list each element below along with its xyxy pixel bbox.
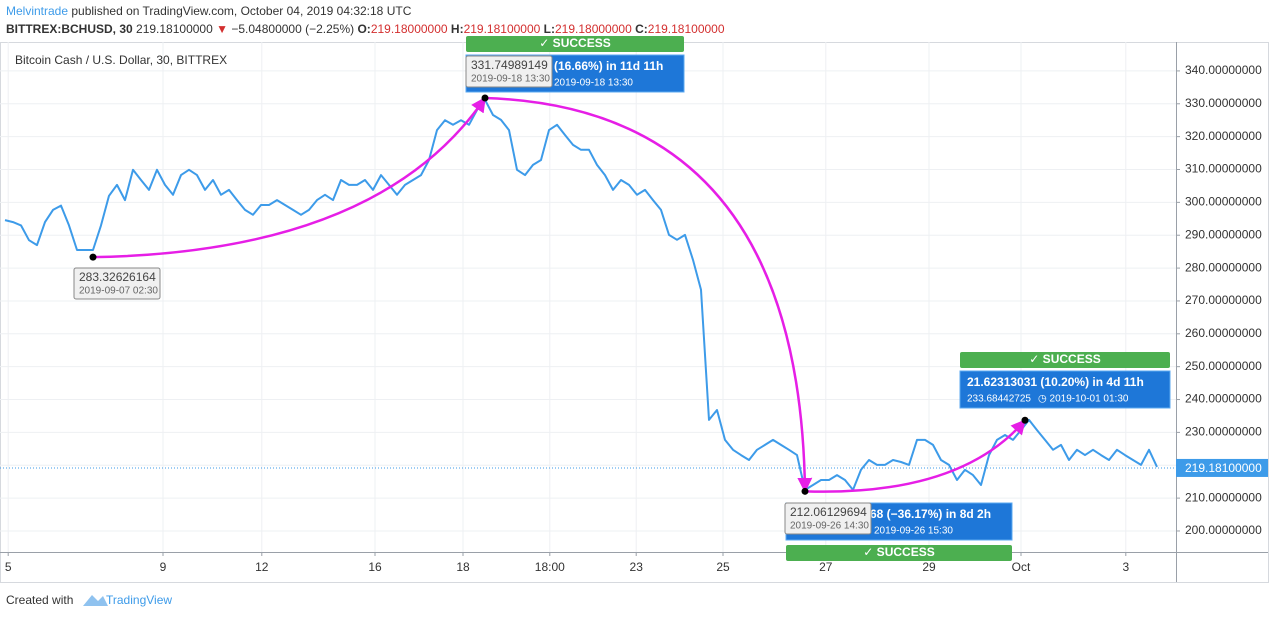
- y-tick-label: 240.00000000: [1185, 392, 1262, 406]
- grid: 200.00000000210.00000000220.00000000230.…: [0, 42, 1262, 574]
- h-label: H:: [451, 22, 464, 36]
- result-line2: ◷ 2019-10-01 01:30: [1038, 394, 1129, 405]
- h: 219.18100000: [464, 22, 541, 36]
- x-tick-label: 18: [456, 560, 470, 574]
- success-box: [960, 352, 1170, 368]
- result-line2: 2019-09-18 13:30: [554, 78, 633, 89]
- price-line: [4, 98, 1158, 491]
- result-line1: 68 (−36.17%) in 8d 2h: [870, 507, 991, 521]
- point-time: 2019-09-07 02:30: [79, 286, 158, 297]
- price: 219.18100000: [136, 22, 213, 36]
- point-tooltip: [465, 55, 553, 88]
- point-price: 212.06129694: [790, 505, 867, 519]
- success-label: ✓ SUCCESS: [863, 545, 934, 559]
- x-tick-label: 3: [1122, 560, 1129, 574]
- anchor-point: [89, 253, 97, 261]
- plot: [0, 98, 1176, 491]
- y-tick-label: 320.00000000: [1185, 129, 1262, 143]
- last-price-box: [1176, 458, 1268, 477]
- y-tick-label: 310.00000000: [1185, 162, 1262, 176]
- header-line: Melvintrade published on TradingView.com…: [6, 4, 412, 18]
- c-label: C:: [635, 22, 648, 36]
- point-time: 2019-09-26 14:30: [790, 521, 869, 532]
- x-tick-label: 25: [716, 560, 730, 574]
- footer: Created with TradingView: [6, 593, 172, 607]
- success-box: [786, 545, 1012, 561]
- forecast-arrow: [484, 96, 813, 493]
- l-label: L:: [544, 22, 555, 36]
- result-price: 233.68442725: [967, 394, 1031, 405]
- y-tick-label: 340.00000000: [1185, 63, 1262, 77]
- anchor-point: [481, 94, 489, 102]
- footer-brand[interactable]: TradingView: [106, 593, 172, 607]
- y-tick-label: 210.00000000: [1185, 490, 1262, 504]
- y-tick-label: 200.00000000: [1185, 523, 1262, 537]
- result-line1: 21.62313031 (10.20%) in 4d 11h: [967, 375, 1144, 389]
- y-tick-label: 270.00000000: [1185, 293, 1262, 307]
- x-tick-label: 29: [922, 560, 936, 574]
- l: 219.18000000: [555, 22, 632, 36]
- result-box: [959, 370, 1171, 409]
- anchor-point: [801, 487, 809, 495]
- point-time: 2019-09-18 13:30: [471, 74, 550, 85]
- x-tick-label: 16: [368, 560, 382, 574]
- author[interactable]: Melvintrade: [6, 4, 68, 18]
- y-tick-label: 330.00000000: [1185, 96, 1262, 110]
- x-tick-label: 18:00: [535, 560, 565, 574]
- point-price: 283.32626164: [79, 270, 156, 284]
- result-line1: (16.66%) in 11d 11h: [554, 59, 663, 73]
- y-tick-label: 260.00000000: [1185, 326, 1262, 340]
- y-tick-label: 290.00000000: [1185, 227, 1262, 241]
- forecast-arrow: [92, 96, 487, 259]
- x-tick-label: 5: [5, 560, 12, 574]
- last-price-label: 219.18100000: [1185, 461, 1262, 475]
- y-tick-label: 230.00000000: [1185, 425, 1262, 439]
- success-box: [466, 36, 684, 52]
- point-price: 331.74989149: [471, 58, 548, 72]
- c: 219.18100000: [648, 22, 725, 36]
- chart-title: Bitcoin Cash / U.S. Dollar, 30, BITTREX: [15, 53, 227, 67]
- x-tick-label: 27: [819, 560, 833, 574]
- x-tick-label: Oct: [1012, 560, 1031, 574]
- change: −5.04800000 (−2.25%): [231, 22, 354, 36]
- point-tooltip: [73, 267, 161, 300]
- x-tick-label: 9: [160, 560, 167, 574]
- annotations: ✓ SUCCESS (16.66%) in 11d 11h 2019-09-18 1…: [73, 36, 1171, 561]
- success-label: ✓ SUCCESS: [1029, 352, 1100, 366]
- anchor-point: [1021, 416, 1029, 424]
- result-line2: 2019-09-26 15:30: [874, 526, 953, 537]
- point-tooltip: [784, 502, 872, 535]
- y-tick-label: 300.00000000: [1185, 195, 1262, 209]
- x-tick-label: 23: [630, 560, 644, 574]
- o-label: O:: [357, 22, 370, 36]
- footer-logo: [83, 595, 108, 606]
- x-tick-label: 12: [255, 560, 269, 574]
- frame: [0, 42, 1269, 583]
- o: 219.18000000: [371, 22, 448, 36]
- forecast-arrow: [804, 419, 1026, 493]
- y-tick-label: 250.00000000: [1185, 359, 1262, 373]
- published: published on TradingView.com, October 04…: [68, 4, 412, 18]
- change-arrow: ▼: [216, 22, 228, 36]
- footer-created: Created with: [6, 593, 73, 607]
- success-label: ✓ SUCCESS: [539, 36, 610, 50]
- ohlc-line: BITTREX:BCHUSD, 30 219.18100000 ▼ −5.048…: [6, 22, 725, 36]
- y-tick-label: 280.00000000: [1185, 260, 1262, 274]
- symbol: BITTREX:BCHUSD, 30: [6, 22, 133, 36]
